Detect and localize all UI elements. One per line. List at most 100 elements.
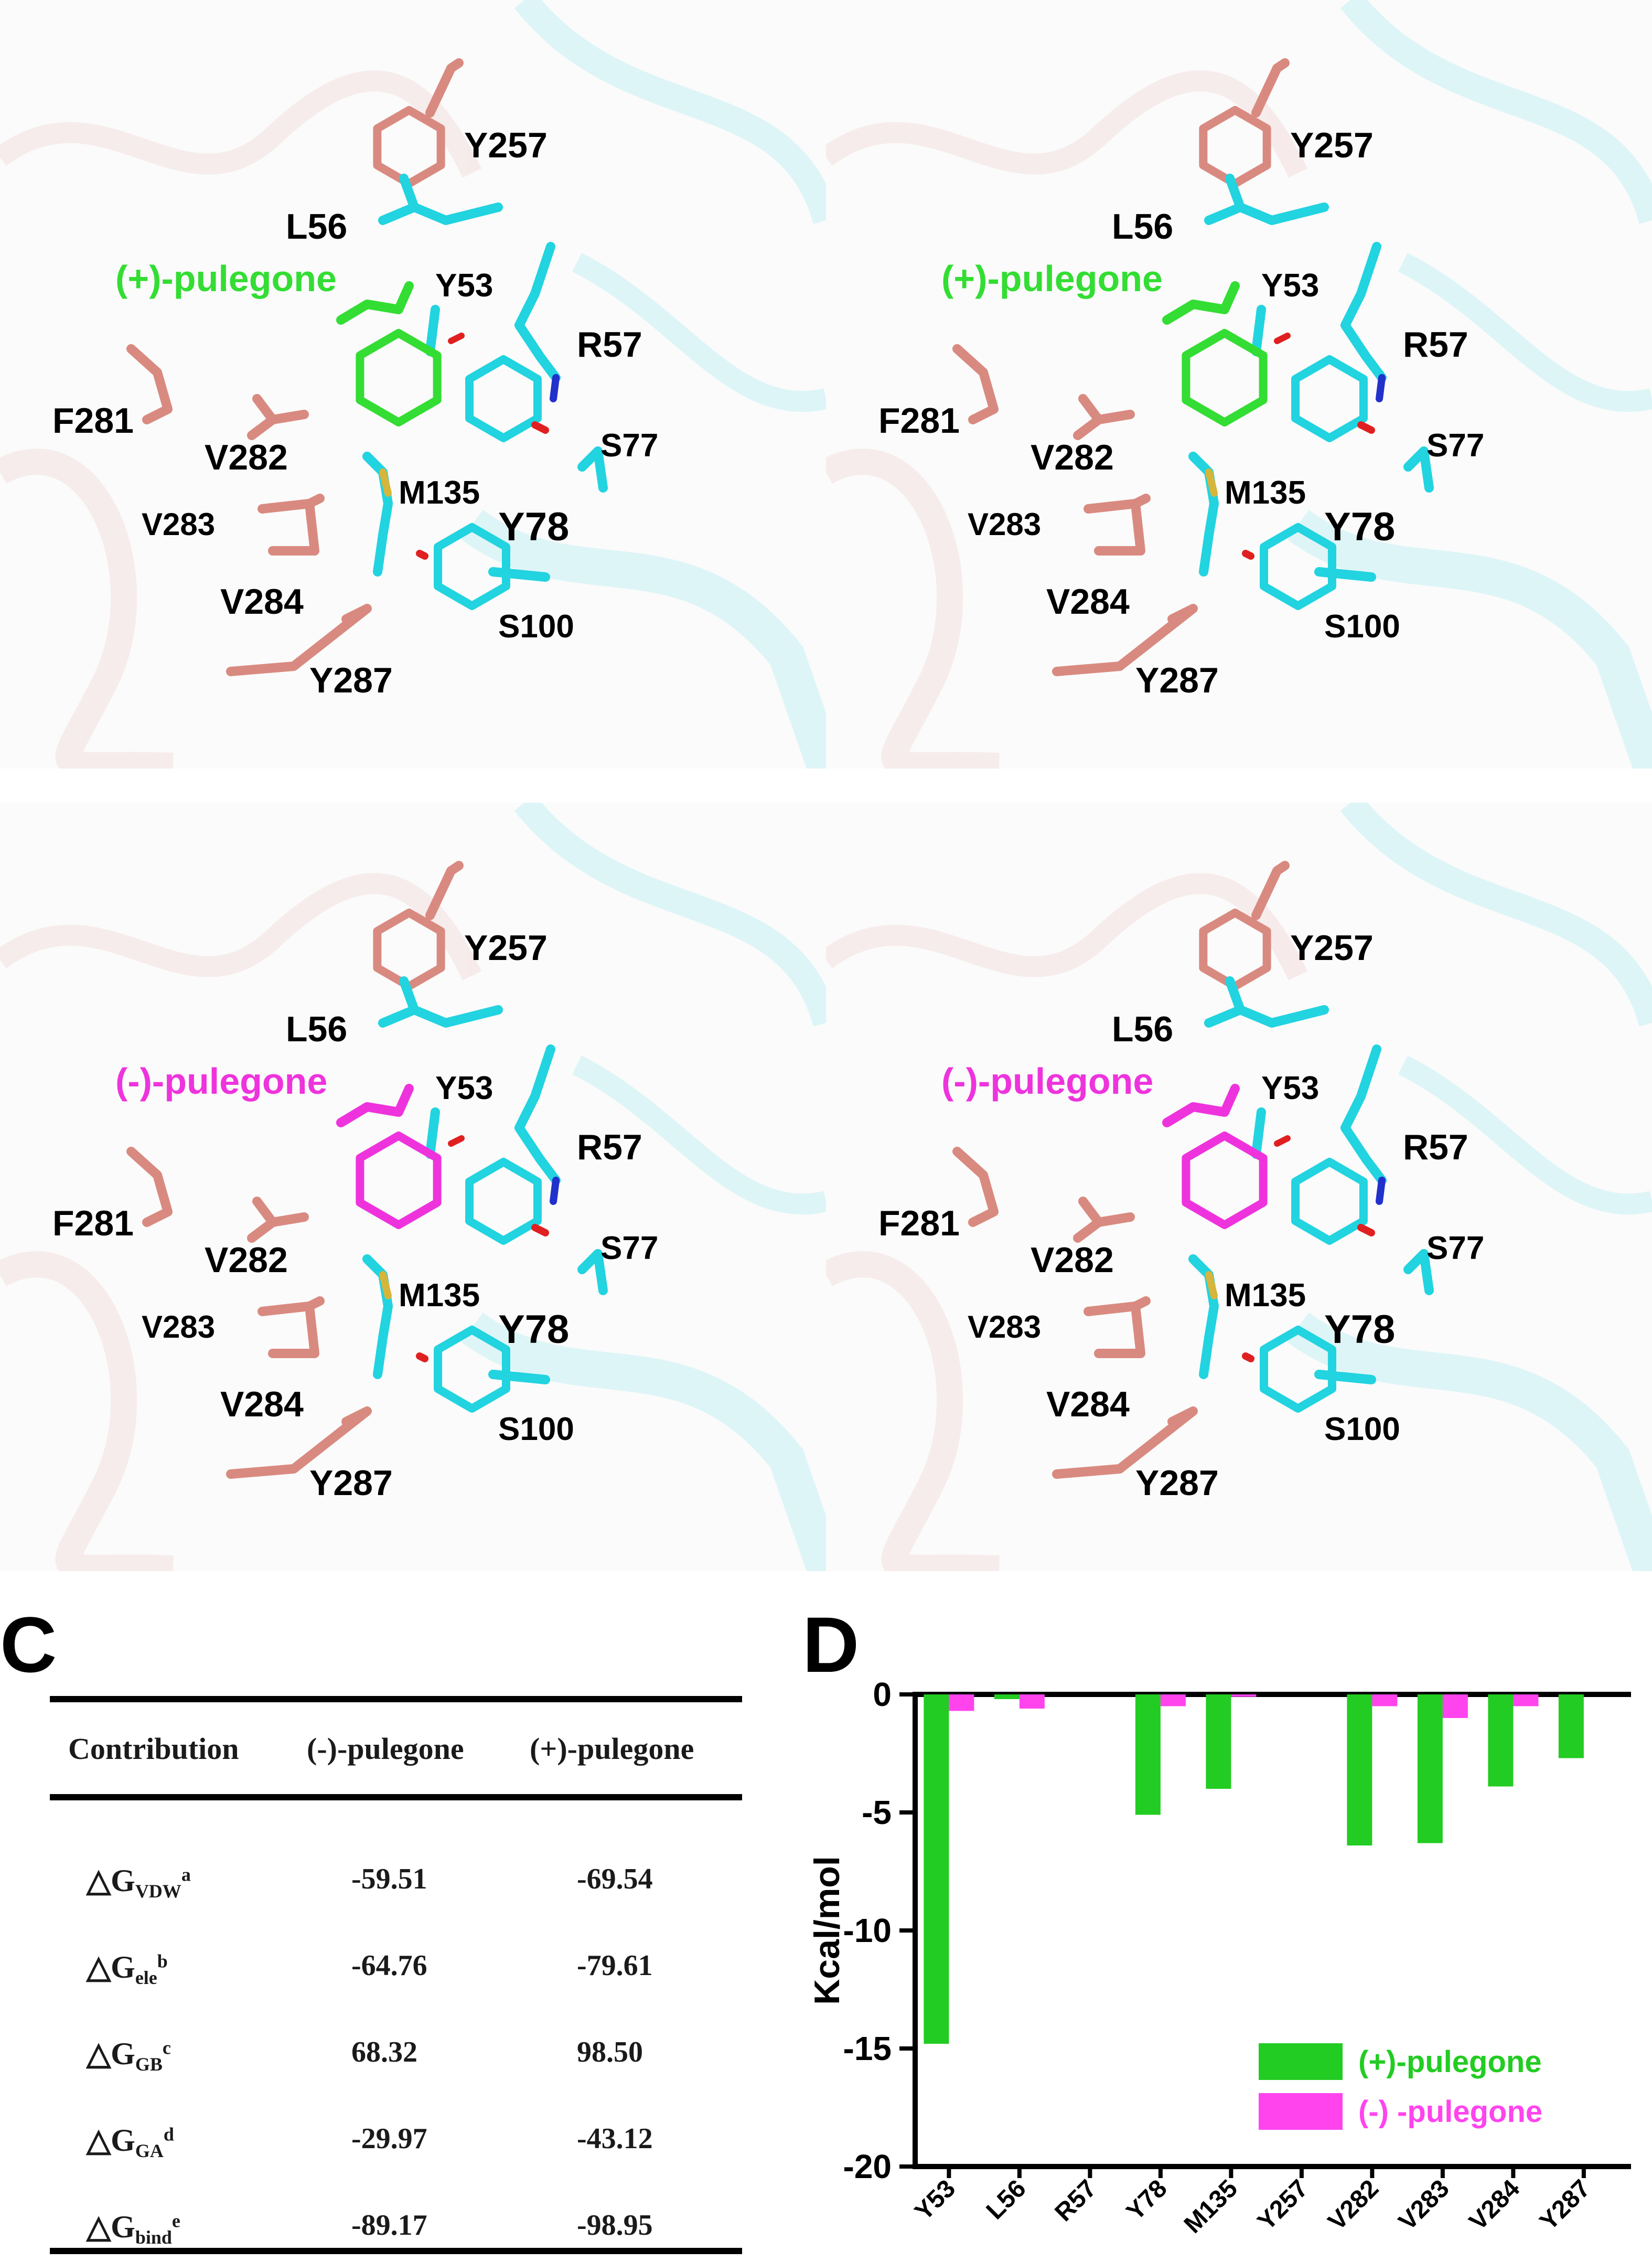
residue-y53-o [1357,421,1375,434]
residue-m135-s [379,468,392,497]
residue-y257-stick [373,106,445,188]
residue-label-y78: Y78 [498,1307,569,1352]
table-top-rule [50,1696,742,1702]
residue-label-m135: M135 [399,1277,480,1314]
residue-label-r57: R57 [577,1127,642,1167]
table-cell-plus: -98.95 [577,2209,653,2242]
structure-svg: Y257 L56 Y53 R57 F281 V282 S77 M135 V283 Y78 V284 S… [826,0,1652,769]
residue-label-y287: Y287 [1135,660,1219,700]
residue-f281-stick [952,344,999,424]
bar-plus-y53 [924,1694,949,2044]
table-cell-minus: 68.32 [351,2036,417,2068]
residue-label-s77: S77 [1426,428,1484,464]
residue-label-y78: Y78 [498,505,569,549]
residue-label-v284: V284 [1046,1384,1130,1424]
bar-plus-m135 [1206,1694,1231,1789]
structure-view-b-right: Y257 L56 Y53 R57 F281 V282 S77 M135 V283 Y78 V284 S… [826,803,1652,1571]
ligand-isopropyl [336,1084,414,1127]
table-header-minus: (-)-pulegone [307,1732,464,1766]
residue-y78-ring [434,1326,510,1413]
residue-label-y53: Y53 [435,268,493,304]
residue-s77-stick [1403,1249,1434,1295]
residue-m135-stick [1188,452,1219,577]
residue-label-m135: M135 [1225,1277,1306,1314]
residue-label-s100: S100 [498,1411,574,1447]
residue-l56-stick [378,202,503,225]
residue-r57-n [1376,1177,1386,1205]
residue-label-r57: R57 [577,325,642,365]
ribbon-cyan [1340,0,1652,224]
residue-y78-stalk [1314,1370,1376,1384]
residue-m135-stick [362,1254,393,1379]
residue-v284-stick [1131,494,1151,508]
residue-y53-stalk [425,1107,440,1159]
y-tick-label: 0 [873,1676,892,1713]
residue-v283-stick [258,1301,319,1358]
structure-svg: Y257 L56 Y53 R57 F281 V282 S77 M135 V283 Y78 V284 S… [826,803,1652,1571]
structure-view-a-right: Y257 L56 Y53 R57 F281 V282 S77 M135 V283 Y78 V284 S… [826,0,1652,769]
residue-label-v283: V283 [142,507,215,542]
residue-label-f281: F281 [878,1203,960,1243]
ligand-carbonyl [1274,333,1291,344]
residue-y78-stalk [488,567,550,582]
structure-svg: Y257 L56 Y53 R57 F281 V282 S77 M135 V283 Y78 V284 S… [0,803,826,1571]
residue-f281-stick [952,1147,999,1227]
residue-m135-s [1205,468,1218,497]
residue-f281-stick [126,344,173,424]
residue-label-s77: S77 [600,1230,658,1266]
ribbon-cyan-3 [572,253,826,412]
bar-plus-v283 [1417,1694,1443,1843]
residue-v284-stick [305,494,325,508]
residue-sticks [126,861,608,1479]
residue-energy-bar-chart: 0 -5 -10 -15 -20 Kcal/mol Y53 L56 R57 Y78 M135 Y257… [807,1676,1631,2239]
ribbon-cyan-2 [461,509,826,769]
residue-y287-stick [1052,1406,1198,1479]
residue-y78-stalk [1314,567,1376,582]
bar-plus-v284 [1488,1694,1514,1787]
table-row-term: △GGBc [87,2036,171,2075]
residue-label-l56: L56 [286,1009,347,1049]
residue-y53-ring [465,355,542,442]
residue-label-y287: Y287 [1135,1463,1219,1503]
residue-y287-stick [1052,604,1198,676]
table-row-term: △GGAd [87,2123,174,2162]
ligand-label: (+)-pulegone [115,258,337,299]
x-tick-label: L56 [981,2174,1032,2225]
residue-v283-stick [1084,1301,1145,1358]
ligand-ring [356,1132,442,1229]
bar-plus-l56 [994,1694,1020,1699]
ribbon-salmon [0,873,482,980]
residue-y287-stick [226,1406,372,1479]
residue-y78-o [1242,1352,1254,1362]
residue-v284-stick [305,1296,325,1311]
ribbon-salmon [0,70,482,178]
residue-l56-stick [1204,202,1329,225]
x-tick-label: M135 [1179,2174,1243,2238]
panel-letter-d: D [802,1601,860,1689]
residue-label-v283: V283 [142,1309,215,1345]
residue-y257-stick [1199,909,1271,990]
ribbon-cyan-2 [461,1312,826,1571]
residue-y53-o [531,421,549,434]
residue-label-v284: V284 [1046,582,1130,622]
residue-y53-stalk [425,305,440,356]
residue-label-y53: Y53 [435,1070,493,1106]
residue-label-v283: V283 [968,1309,1041,1345]
residue-label-l56: L56 [286,207,347,247]
y-tick-label: -5 [862,1794,892,1831]
ribbon-salmon-2 [826,1251,1000,1571]
residue-y78-stalk [488,1370,550,1384]
residue-label-y53: Y53 [1261,268,1319,304]
bar-minus-y53 [949,1694,974,1711]
residue-l56-stick [1204,1005,1329,1028]
ribbon-cyan [514,803,826,1027]
residue-label-y287: Y287 [309,1463,393,1503]
ribbon-salmon [826,873,1308,980]
x-tick-label: V282 [1323,2174,1384,2236]
residue-r57-stick [1340,1044,1387,1185]
table-cell-minus: -64.76 [351,1949,427,1982]
residue-y257-tail [1251,861,1290,920]
ribbon-cyan [514,0,826,224]
table-bottom-rule [50,2248,742,2254]
residue-y53-o [1357,1224,1375,1236]
